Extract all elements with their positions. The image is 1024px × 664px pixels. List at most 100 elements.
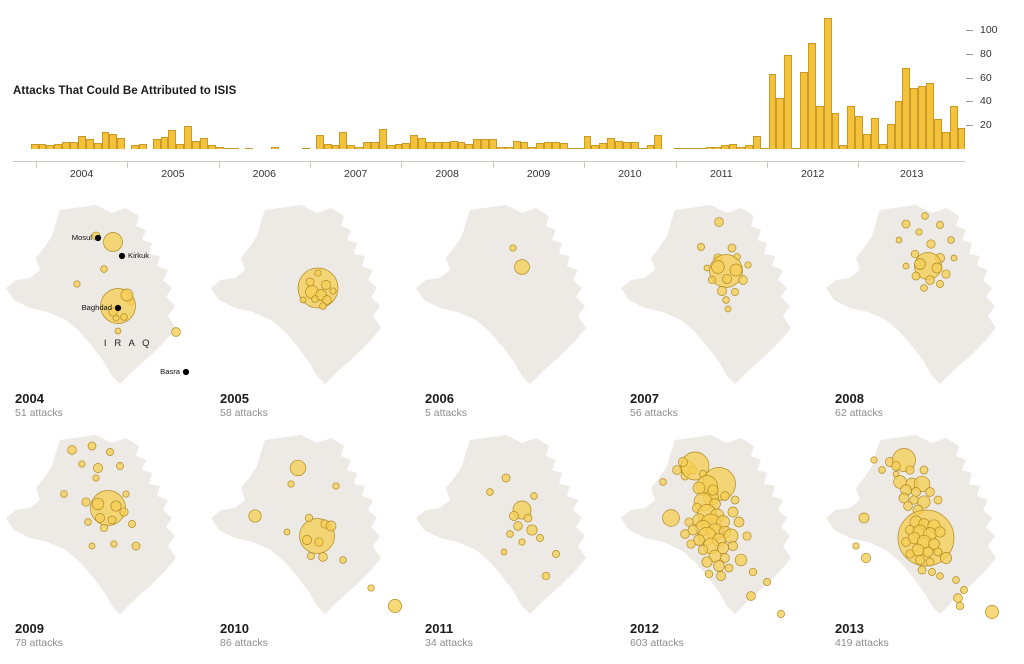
bar bbox=[552, 141, 560, 149]
bar bbox=[591, 145, 600, 149]
attack-bubble bbox=[114, 327, 122, 335]
attack-bubble bbox=[707, 275, 717, 285]
attack-bubble bbox=[921, 212, 929, 220]
bar bbox=[823, 17, 832, 149]
attack-bubble bbox=[87, 441, 97, 451]
attack-bubble bbox=[731, 288, 739, 296]
attack-bubble bbox=[723, 528, 739, 544]
attack-bubble bbox=[936, 572, 944, 580]
map-attack-count: 51 attacks bbox=[15, 407, 63, 419]
attack-bubble bbox=[684, 517, 694, 527]
map-panel-2006: 2006 5 attacks bbox=[410, 196, 615, 428]
y-tick-label: 40 bbox=[980, 95, 992, 108]
bar bbox=[528, 146, 537, 149]
bar bbox=[894, 101, 903, 149]
attack-bubble bbox=[110, 500, 122, 512]
attack-bubble bbox=[299, 296, 307, 304]
attack-bubble bbox=[878, 466, 886, 474]
bar bbox=[347, 145, 356, 149]
map-panel-2010: 2010 86 attacks bbox=[205, 426, 410, 658]
attack-bubble bbox=[714, 217, 724, 227]
map-panel-2011: 2011 34 attacks bbox=[410, 426, 615, 658]
bar bbox=[512, 140, 521, 149]
y-tick-mark bbox=[966, 77, 973, 79]
attack-bubble bbox=[936, 280, 944, 288]
x-tick-label: 2010 bbox=[618, 168, 642, 180]
iraq-country-shape bbox=[211, 205, 381, 384]
country-label-iraq: I R A Q bbox=[104, 338, 152, 349]
attack-bubble bbox=[302, 535, 312, 545]
attack-bubble bbox=[171, 327, 181, 337]
bar bbox=[101, 132, 110, 149]
attack-bubble bbox=[248, 509, 262, 523]
iraq-country-shape bbox=[6, 435, 176, 614]
bar bbox=[870, 118, 879, 149]
bar bbox=[315, 134, 324, 149]
bar bbox=[449, 140, 458, 149]
attack-bubble bbox=[541, 571, 551, 581]
attack-bubble bbox=[60, 490, 68, 498]
bar bbox=[721, 145, 730, 149]
attack-bubble bbox=[707, 484, 719, 496]
attack-bubble bbox=[960, 586, 968, 594]
attack-bubble bbox=[388, 599, 402, 613]
city-dot-mosul bbox=[94, 234, 102, 242]
bar bbox=[85, 139, 94, 149]
x-tick-label: 2009 bbox=[526, 168, 551, 180]
attack-bubble bbox=[122, 490, 130, 498]
bar bbox=[323, 144, 332, 149]
city-label-mosul: Mosul bbox=[72, 233, 93, 242]
bar bbox=[752, 135, 761, 149]
bar bbox=[807, 42, 816, 149]
attack-bubble bbox=[720, 553, 730, 563]
attack-bubble bbox=[925, 275, 935, 285]
attack-bubble bbox=[717, 286, 727, 296]
x-tick-mark bbox=[310, 161, 312, 168]
attack-bubble bbox=[911, 271, 921, 281]
x-tick-mark bbox=[584, 161, 586, 168]
map-caption: 2009 78 attacks bbox=[15, 621, 63, 650]
attack-bubble bbox=[713, 560, 725, 572]
attack-bubble bbox=[367, 584, 375, 592]
attack-bubble bbox=[917, 565, 927, 575]
attack-bubble bbox=[304, 513, 314, 523]
attack-bubble bbox=[67, 445, 77, 455]
map-year-label: 2012 bbox=[630, 621, 659, 636]
bar bbox=[30, 144, 39, 149]
attack-bubble bbox=[120, 288, 134, 302]
bar bbox=[792, 147, 800, 149]
iraq-map-2007 bbox=[621, 205, 791, 384]
map-attack-count: 62 attacks bbox=[835, 407, 883, 419]
y-tick-label: 20 bbox=[980, 119, 992, 132]
attack-bubble bbox=[722, 296, 730, 304]
bar bbox=[457, 141, 466, 149]
attack-bubble bbox=[119, 507, 129, 517]
bar bbox=[245, 147, 253, 149]
bar bbox=[418, 138, 426, 149]
iraq-map-2008 bbox=[826, 205, 996, 384]
map-year-label: 2009 bbox=[15, 621, 44, 636]
attack-bubble bbox=[536, 534, 544, 542]
attack-bubble bbox=[120, 313, 128, 321]
attack-bubble bbox=[325, 520, 337, 532]
chart-title: Attacks That Could Be Attributed to ISIS bbox=[13, 85, 237, 97]
bar bbox=[38, 144, 47, 149]
bar bbox=[231, 147, 240, 149]
attack-bubble bbox=[92, 474, 100, 482]
bar bbox=[160, 137, 169, 149]
iraq-country-shape bbox=[211, 435, 381, 614]
bar bbox=[941, 132, 950, 149]
bar bbox=[184, 126, 192, 149]
attack-bubble bbox=[901, 219, 911, 229]
attack-bubble bbox=[905, 549, 915, 559]
attack-bubble bbox=[920, 284, 928, 292]
x-tick-mark bbox=[858, 161, 860, 168]
bar bbox=[394, 144, 403, 149]
attack-bubble bbox=[530, 492, 538, 500]
y-tick-label: 100 bbox=[980, 23, 998, 36]
bar bbox=[223, 147, 232, 149]
bar bbox=[559, 143, 568, 149]
attack-bubble bbox=[934, 526, 946, 538]
attack-bubble bbox=[728, 541, 738, 551]
